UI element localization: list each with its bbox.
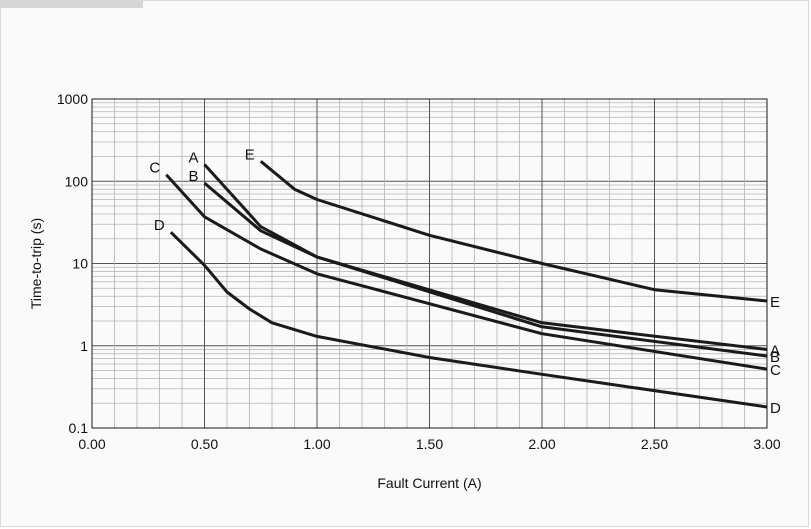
y-tick-label: 1000 <box>57 91 88 107</box>
curve-label-start-a: A <box>188 149 198 166</box>
y-axis-title: Time-to-trip (s) <box>28 218 44 309</box>
y-tick-label: 100 <box>65 173 89 189</box>
x-tick-label: 0.00 <box>78 436 105 452</box>
curve-c <box>165 173 768 371</box>
series-layer <box>165 160 768 409</box>
curve-label-start-e: E <box>245 146 255 163</box>
curve-label-end-a: A <box>770 343 780 360</box>
grid <box>92 98 767 429</box>
curve-label-start-c: C <box>149 160 160 177</box>
corner-tab <box>1 1 143 8</box>
y-tick-label: 10 <box>72 256 88 272</box>
plot-border <box>91 98 768 429</box>
curve-label-start-b: B <box>188 168 198 185</box>
y-tick-label: 0.1 <box>69 420 89 436</box>
curve-label-end-c: C <box>770 362 781 379</box>
y-tick-label: 1 <box>80 338 88 354</box>
x-tick-label: 3.00 <box>753 436 780 452</box>
curve-label-end-e: E <box>770 294 780 311</box>
x-tick-label: 1.00 <box>303 436 330 452</box>
curve-label-end-b: B <box>770 349 780 366</box>
curve-label-end-d: D <box>770 400 781 417</box>
tick-layer: 0.00 0.50 1.00 1.50 2.00 2.50 3.00 0.1 1 10 100 100… <box>57 91 781 452</box>
curve-a <box>203 163 768 351</box>
curve-d <box>169 231 768 409</box>
x-axis-title: Fault Current (A) <box>377 475 481 491</box>
x-tick-label: 2.50 <box>641 436 668 452</box>
x-tick-label: 0.50 <box>191 436 218 452</box>
x-tick-label: 1.50 <box>416 436 443 452</box>
curve-label-start-d: D <box>154 217 165 234</box>
curve-b <box>203 181 768 358</box>
curve-e <box>259 160 768 303</box>
x-tick-label: 2.00 <box>528 436 555 452</box>
